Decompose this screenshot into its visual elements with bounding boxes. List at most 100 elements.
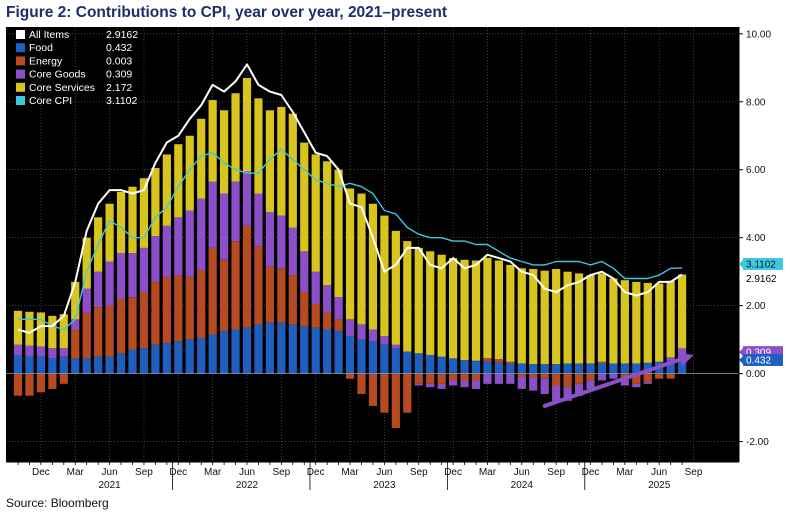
bar-energy-42 xyxy=(494,359,503,363)
bar-energy-6 xyxy=(82,312,91,359)
x-tick-label-12: Dec xyxy=(444,467,462,478)
bar-core-services-2 xyxy=(36,312,45,347)
bar-energy-41 xyxy=(483,358,492,362)
x-tick-label-15: Sep xyxy=(547,467,565,478)
bar-food-44 xyxy=(517,363,526,374)
bar-core-services-18 xyxy=(220,110,229,194)
x-tick-label-19: Sep xyxy=(685,467,703,478)
bar-core-services-6 xyxy=(82,237,91,289)
bar-energy-35 xyxy=(414,373,423,384)
bar-energy-24 xyxy=(288,275,297,325)
bar-core-goods-24 xyxy=(288,227,297,276)
bar-energy-5 xyxy=(71,329,80,359)
bar-core-goods-48 xyxy=(563,387,572,401)
bar-food-0 xyxy=(13,354,23,374)
bar-food-21 xyxy=(254,324,263,374)
bar-food-53 xyxy=(620,363,629,374)
bar-core-goods-38 xyxy=(449,380,458,386)
bar-core-services-34 xyxy=(403,241,412,352)
x-year-label-2021: 2021 xyxy=(98,480,121,491)
trend-arrow xyxy=(542,352,694,408)
bar-core-goods-50 xyxy=(586,380,595,389)
bar-core-services-14 xyxy=(174,144,183,218)
bar-food-14 xyxy=(174,341,183,374)
arrow-shaft xyxy=(542,357,683,408)
bar-food-17 xyxy=(208,334,217,374)
bar-core-goods-18 xyxy=(220,193,229,260)
bar-food-41 xyxy=(483,361,492,374)
bar-energy-34 xyxy=(403,373,412,413)
value-tag-label-0: 3.1102 xyxy=(746,259,776,270)
bar-energy-48 xyxy=(563,373,572,388)
bar-core-services-13 xyxy=(162,154,171,226)
value-tag-label-1: 2.9162 xyxy=(746,274,777,285)
x-tick-label-0: Dec xyxy=(32,467,50,478)
y-tick-label-6: -2.00 xyxy=(746,437,769,448)
bar-core-goods-55 xyxy=(643,382,652,384)
bar-core-goods-45 xyxy=(529,377,538,391)
bar-food-50 xyxy=(586,363,595,374)
bar-food-3 xyxy=(48,358,57,374)
bar-core-goods-16 xyxy=(197,198,206,270)
bar-energy-27 xyxy=(323,312,332,330)
bar-core-goods-17 xyxy=(208,181,217,248)
bar-core-goods-22 xyxy=(265,212,274,267)
y-tick-label-5: 0.00 xyxy=(746,369,766,380)
legend-label-food: Food xyxy=(29,42,53,54)
y-tick-label-0: 10.00 xyxy=(746,29,771,40)
source-note: Source: Bloomberg xyxy=(6,496,109,510)
bar-core-services-5 xyxy=(71,281,80,320)
bar-food-16 xyxy=(197,337,206,374)
bar-core-services-35 xyxy=(414,247,423,354)
bar-core-services-16 xyxy=(197,118,206,199)
bar-core-services-31 xyxy=(368,203,378,330)
bar-energy-23 xyxy=(277,268,286,323)
bar-energy-15 xyxy=(185,276,194,340)
bar-core-goods-43 xyxy=(506,373,515,384)
bar-core-services-54 xyxy=(632,281,641,364)
bar-core-services-28 xyxy=(334,169,343,298)
bar-core-services-29 xyxy=(345,188,355,320)
legend-value-core-services: 2.172 xyxy=(106,82,132,94)
bar-core-goods-0 xyxy=(13,344,23,355)
bar-core-services-30 xyxy=(357,193,366,325)
x-tick-label-18: Jun xyxy=(651,467,667,478)
bar-food-47 xyxy=(552,364,561,374)
bar-core-goods-6 xyxy=(82,288,91,313)
bar-energy-47 xyxy=(552,373,561,386)
bar-food-49 xyxy=(574,363,584,374)
x-tick-label-10: Jun xyxy=(376,467,392,478)
bar-food-6 xyxy=(82,358,91,374)
bar-core-services-17 xyxy=(208,100,217,182)
bar-energy-30 xyxy=(357,373,366,395)
bar-energy-51 xyxy=(597,361,607,364)
legend-swatch-food xyxy=(16,43,25,53)
bar-energy-0 xyxy=(13,373,23,396)
bar-energy-22 xyxy=(265,266,274,323)
bar-food-30 xyxy=(357,339,366,374)
bar-energy-33 xyxy=(391,373,400,429)
bar-core-services-58 xyxy=(678,274,687,349)
bar-core-services-32 xyxy=(380,215,389,337)
legend: All Items 2.9162 Food 0.432 Energy 0.003 Core … xyxy=(16,29,138,107)
bar-energy-13 xyxy=(162,276,171,344)
bar-core-goods-13 xyxy=(162,225,171,277)
bar-core-goods-51 xyxy=(597,373,607,381)
x-tick-label-3: Sep xyxy=(135,467,153,478)
bar-food-45 xyxy=(529,364,538,374)
bar-core-services-52 xyxy=(609,278,618,364)
bar-core-services-44 xyxy=(517,268,526,364)
bar-core-services-24 xyxy=(288,113,297,228)
bar-energy-26 xyxy=(311,303,320,328)
bar-core-services-38 xyxy=(449,258,458,359)
bar-core-services-23 xyxy=(277,106,286,216)
x-tick-label-2: Jun xyxy=(102,467,118,478)
bar-core-goods-11 xyxy=(139,247,149,293)
value-tag-label-3: 0.432 xyxy=(746,355,771,366)
bar-energy-56 xyxy=(655,373,664,379)
bar-energy-45 xyxy=(529,373,538,378)
bar-food-54 xyxy=(632,363,641,374)
value-tag-0: 3.1102 xyxy=(739,257,783,270)
bar-food-33 xyxy=(391,348,400,374)
